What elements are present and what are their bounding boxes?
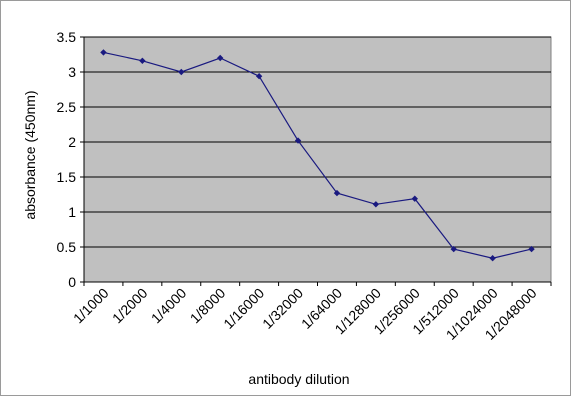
data-point: [139, 57, 146, 64]
y-tick-label: 3: [68, 64, 76, 80]
data-point: [217, 54, 224, 62]
data-point: [372, 201, 380, 208]
data-point: [489, 255, 496, 262]
data-point: [333, 189, 341, 197]
y-tick-label: 1.5: [57, 169, 77, 185]
data-point: [411, 195, 418, 202]
y-tick-label: 2.5: [57, 99, 77, 115]
y-tick-label: 2: [68, 134, 76, 150]
series-line: [103, 51, 532, 259]
data-point: [294, 137, 302, 144]
y-axis-ticks: 0 0.5 1 1.5 2 2.5 3 3.5: [57, 29, 84, 290]
data-point: [100, 49, 107, 56]
y-axis-title: absorbance (450nm): [22, 90, 38, 219]
data-points: [100, 49, 535, 262]
y-tick-label: 1: [68, 204, 76, 220]
data-point: [450, 245, 457, 253]
data-point: [178, 68, 185, 76]
y-tick-label: 3.5: [57, 29, 77, 45]
x-axis-title: antibody dilution: [248, 371, 349, 387]
y-tick-label: 0.5: [57, 239, 77, 255]
y-tick-label: 0: [68, 274, 76, 290]
data-point: [528, 245, 535, 253]
plot-area: [83, 36, 552, 283]
data-point: [255, 73, 263, 80]
